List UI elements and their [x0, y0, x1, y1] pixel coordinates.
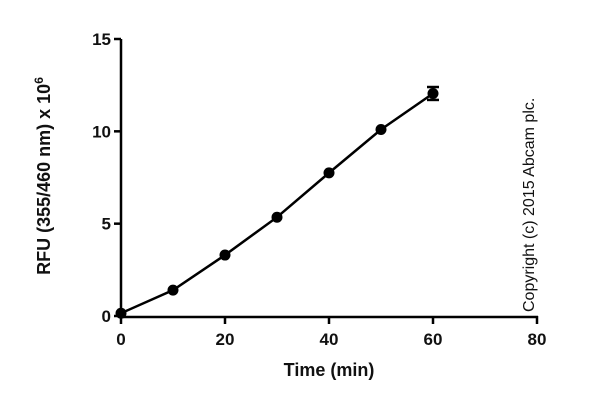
y-tick-label: 5	[102, 215, 111, 234]
data-point	[167, 284, 179, 296]
x-axis-title: Time (min)	[284, 360, 375, 380]
data-point	[219, 249, 231, 261]
x-tick-label: 80	[528, 330, 547, 349]
axes	[119, 39, 538, 319]
copyright-notice: Copyright (c) 2015 Abcam plc.	[521, 98, 538, 312]
data-point	[115, 307, 127, 319]
y-axis-ticks: 0 5 10 15	[92, 30, 121, 326]
series-line	[120, 92, 434, 315]
y-axis-title: RFU (355/460 nm) x 106	[32, 77, 54, 275]
y-tick-label: 15	[92, 30, 111, 49]
x-tick-label: 60	[424, 330, 443, 349]
y-tick-label: 10	[92, 122, 111, 141]
data-point	[427, 87, 439, 99]
x-tick-label: 0	[116, 330, 125, 349]
data-point	[375, 123, 387, 135]
data-series	[115, 85, 439, 319]
data-point	[323, 167, 335, 179]
x-tick-label: 40	[320, 330, 339, 349]
x-axis-ticks: 0 20 40 60 80	[116, 316, 546, 349]
data-point	[271, 211, 283, 223]
y-tick-label: 0	[102, 307, 111, 326]
x-tick-label: 20	[216, 330, 235, 349]
